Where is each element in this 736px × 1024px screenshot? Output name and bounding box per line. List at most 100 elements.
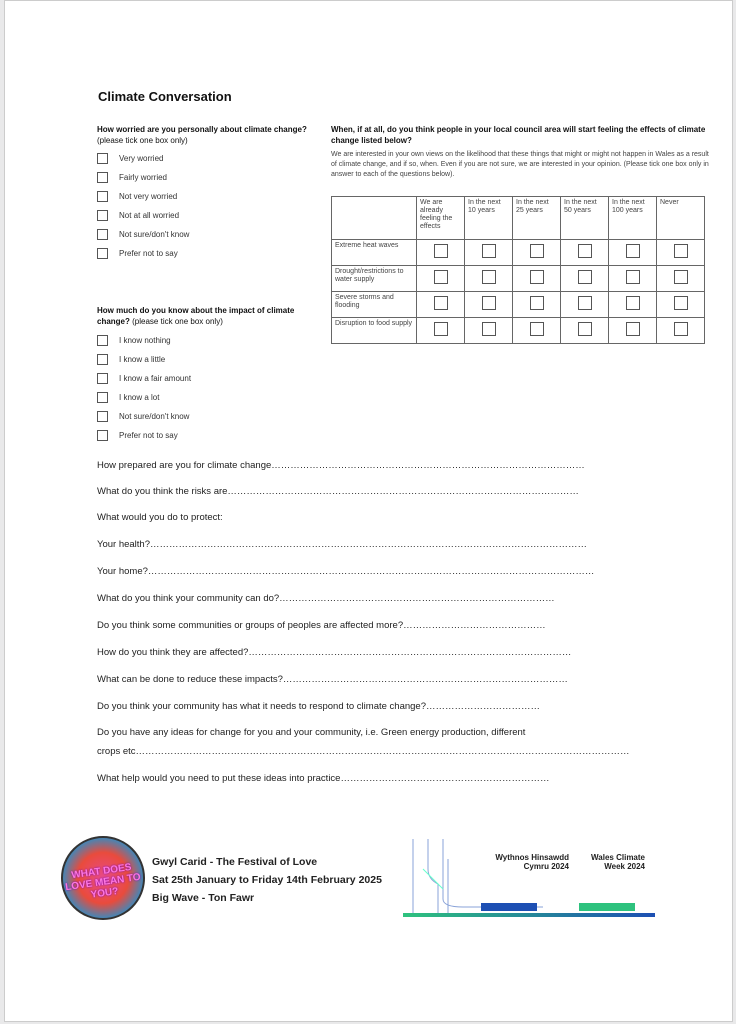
column-header: In the next 10 years <box>464 196 513 240</box>
event-name: Gwyl Carid - The Festival of Love <box>152 856 318 868</box>
checkbox[interactable] <box>529 296 544 310</box>
option-label: I know a lot <box>119 393 160 402</box>
column-header: We are already feeling the effects <box>416 196 465 240</box>
document-page: Climate Conversation How worried are you… <box>4 0 733 1022</box>
q1-heading: How worried are you personally about cli… <box>97 125 307 145</box>
banner-illustration <box>403 839 655 917</box>
option-q2[interactable]: I know a lot <box>97 392 159 403</box>
q3-intro: We are interested in your own views on t… <box>331 151 709 178</box>
checkbox[interactable] <box>97 392 108 403</box>
open-question: What help would you need to put these id… <box>97 773 550 784</box>
option-q2[interactable]: I know a little <box>97 354 165 365</box>
option-label: Not very worried <box>119 192 178 201</box>
checkbox[interactable] <box>97 191 108 202</box>
checkbox[interactable] <box>97 210 108 221</box>
q3-heading: When, if at all, do you think people in … <box>331 125 706 145</box>
checkbox[interactable] <box>97 153 108 164</box>
checkbox[interactable] <box>673 322 688 336</box>
open-question: What do you think the risks are………………………… <box>97 486 579 497</box>
row-label: Disruption to food supply <box>331 317 417 344</box>
row-label: Extreme heat waves <box>331 239 417 266</box>
option-label: Not at all worried <box>119 211 180 220</box>
checkbox[interactable] <box>481 244 496 258</box>
open-question: What would you do to protect: <box>97 512 223 523</box>
row-label: Drought/restrictions to water supply <box>331 265 417 292</box>
table-row: Extreme heat waves <box>331 239 705 266</box>
open-question: Your health?…………………………………………………………………………… <box>97 539 588 550</box>
welsh-title: Wythnos Hinsawdd Cymru 2024 <box>495 853 569 871</box>
option-label: Fairly worried <box>119 173 168 182</box>
checkbox[interactable] <box>673 270 688 284</box>
option-q1[interactable]: Prefer not to say <box>97 248 178 259</box>
checkbox[interactable] <box>577 270 592 284</box>
option-q1[interactable]: Not sure/don't know <box>97 229 189 240</box>
checkbox[interactable] <box>625 322 640 336</box>
checkbox[interactable] <box>433 296 448 310</box>
option-q1[interactable]: Fairly worried <box>97 172 167 183</box>
column-header: In the next 100 years <box>608 196 657 240</box>
option-q2[interactable]: Not sure/don't know <box>97 411 189 422</box>
option-q2[interactable]: I know a fair amount <box>97 373 191 384</box>
checkbox[interactable] <box>481 322 496 336</box>
table-row: Severe storms and flooding <box>331 291 705 318</box>
option-label: Not sure/don't know <box>119 412 190 421</box>
option-q2[interactable]: I know nothing <box>97 335 171 346</box>
checkbox[interactable] <box>529 322 544 336</box>
option-label: Prefer not to say <box>119 431 178 440</box>
festival-logo: WHAT DOES LOVE MEAN TO YOU? <box>61 836 145 920</box>
checkbox[interactable] <box>97 229 108 240</box>
open-question: Do you think some communities or groups … <box>97 620 546 631</box>
event-venue: Big Wave - Ton Fawr <box>152 892 255 904</box>
checkbox[interactable] <box>577 244 592 258</box>
checkbox[interactable] <box>673 244 688 258</box>
table-row: Disruption to food supply <box>331 317 705 344</box>
open-question: Do you think your community has what it … <box>97 701 540 712</box>
column-header: Never <box>656 196 705 240</box>
wales-climate-week-banner: Wythnos Hinsawdd Cymru 2024 Wales Climat… <box>403 839 655 919</box>
page-title: Climate Conversation <box>98 89 232 104</box>
checkbox[interactable] <box>433 244 448 258</box>
english-title: Wales Climate Week 2024 <box>591 853 645 871</box>
open-question: How do you think they are affected?……………… <box>97 647 572 658</box>
checkbox[interactable] <box>673 296 688 310</box>
checkbox[interactable] <box>529 270 544 284</box>
open-question: What do you think your community can do?… <box>97 593 555 604</box>
checkbox[interactable] <box>97 373 108 384</box>
open-question: What can be done to reduce these impacts… <box>97 674 568 685</box>
checkbox[interactable] <box>577 296 592 310</box>
option-q1[interactable]: Not at all worried <box>97 210 179 221</box>
option-label: I know a fair amount <box>119 374 192 383</box>
checkbox[interactable] <box>97 411 108 422</box>
column-header: In the next 25 years <box>512 196 561 240</box>
checkbox[interactable] <box>625 270 640 284</box>
option-q1[interactable]: Very worried <box>97 153 163 164</box>
timing-table: We are already feeling the effects In the… <box>331 196 705 344</box>
checkbox[interactable] <box>625 296 640 310</box>
open-question: Do you have any ideas for change for you… <box>97 727 526 738</box>
checkbox[interactable] <box>529 244 544 258</box>
option-label: Not sure/don't know <box>119 230 190 239</box>
checkbox[interactable] <box>97 430 108 441</box>
option-label: Very worried <box>119 154 164 163</box>
open-question: How prepared are you for climate change…… <box>97 460 585 471</box>
option-label: I know nothing <box>119 336 171 345</box>
row-label: Severe storms and flooding <box>331 291 417 318</box>
checkbox[interactable] <box>433 322 448 336</box>
option-q1[interactable]: Not very worried <box>97 191 177 202</box>
open-question: crops etc…………………………………………………………………………………… <box>97 746 630 757</box>
option-label: I know a little <box>119 355 166 364</box>
checkbox[interactable] <box>481 296 496 310</box>
checkbox[interactable] <box>97 354 108 365</box>
checkbox[interactable] <box>433 270 448 284</box>
checkbox[interactable] <box>97 248 108 259</box>
checkbox[interactable] <box>481 270 496 284</box>
column-header: In the next 50 years <box>560 196 609 240</box>
checkbox[interactable] <box>97 335 108 346</box>
checkbox[interactable] <box>625 244 640 258</box>
option-label: Prefer not to say <box>119 249 178 258</box>
checkbox[interactable] <box>97 172 108 183</box>
checkbox[interactable] <box>577 322 592 336</box>
open-question: Your home?………………………………………………………………………………… <box>97 566 595 577</box>
option-q2[interactable]: Prefer not to say <box>97 430 178 441</box>
table-header-row: We are already feeling the effects In the… <box>331 196 705 240</box>
